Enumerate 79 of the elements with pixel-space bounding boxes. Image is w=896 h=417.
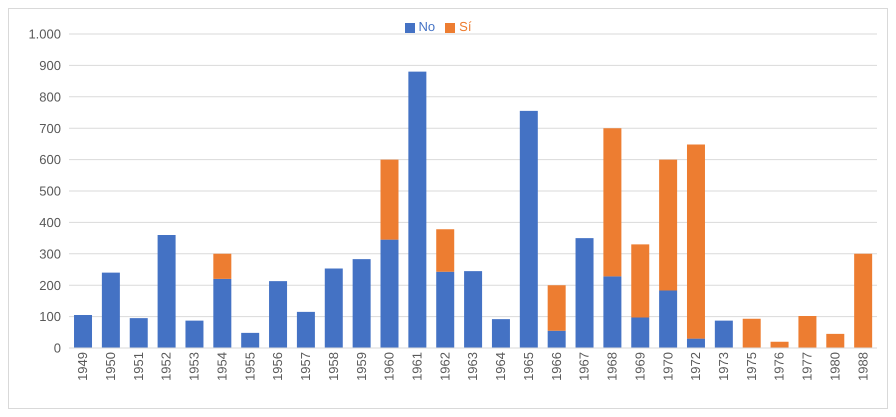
bar — [798, 316, 816, 348]
y-tick-label: 100 — [39, 309, 61, 324]
bar — [436, 272, 454, 348]
x-tick-label: 1953 — [186, 352, 202, 381]
x-tick-label: 1958 — [326, 352, 341, 381]
x-tick-label: 1976 — [772, 352, 787, 381]
bar — [352, 259, 371, 348]
bar — [826, 334, 844, 348]
bar — [603, 276, 622, 348]
bar — [603, 128, 622, 276]
x-tick-label: 1966 — [548, 352, 564, 381]
bar — [576, 238, 594, 348]
x-tick-label: 1952 — [158, 352, 174, 381]
bar — [631, 244, 650, 318]
x-tick-label: 1957 — [298, 352, 314, 381]
x-tick-label: 1972 — [688, 352, 704, 381]
x-tick-label: 1964 — [493, 352, 508, 381]
y-tick-label: 300 — [39, 246, 61, 262]
bar — [158, 234, 176, 348]
x-tick-label: 1962 — [437, 352, 452, 381]
bar — [380, 240, 398, 348]
x-tick-label: 1954 — [214, 352, 230, 381]
x-tick-label: 1956 — [270, 352, 286, 381]
bar — [714, 320, 733, 348]
y-tick-label: 1.000 — [28, 26, 61, 42]
y-tick-label: 200 — [39, 278, 61, 293]
bar — [102, 272, 120, 348]
bar — [742, 318, 761, 348]
legend-label: Sí — [459, 19, 472, 34]
x-tick-label: 1975 — [744, 352, 759, 381]
bar — [659, 290, 678, 348]
bar — [213, 278, 232, 348]
bar — [492, 319, 510, 348]
bar — [213, 254, 232, 279]
y-tick-label: 700 — [39, 120, 61, 136]
legend-label: No — [418, 19, 436, 34]
bar — [659, 160, 678, 291]
y-tick-label: 600 — [39, 152, 61, 168]
x-tick-label: 1969 — [632, 352, 648, 381]
x-tick-label: 1961 — [410, 352, 425, 381]
x-tick-label: 1977 — [800, 352, 815, 381]
x-tick-label: 1959 — [354, 352, 369, 381]
bar — [296, 312, 315, 348]
bar — [74, 315, 92, 348]
bar — [548, 330, 566, 348]
y-tick-label: 900 — [39, 58, 61, 74]
x-tick-label: 1968 — [604, 352, 620, 381]
y-tick-label: 500 — [39, 184, 61, 199]
bar — [241, 332, 260, 348]
bar — [686, 144, 705, 339]
y-tick-label: 800 — [39, 89, 61, 104]
bar — [520, 110, 538, 348]
bar — [324, 268, 343, 348]
bar — [548, 285, 566, 331]
bar — [686, 338, 705, 348]
x-tick-label: 1980 — [827, 352, 842, 381]
bar — [436, 229, 454, 272]
x-tick-label: 1950 — [103, 352, 118, 381]
x-tick-label: 1960 — [382, 352, 397, 381]
x-tick-label: 1973 — [716, 352, 731, 381]
bar — [854, 254, 872, 348]
x-tick-label: 1949 — [75, 352, 90, 381]
x-tick-label: 1963 — [465, 352, 480, 381]
bar — [130, 318, 148, 348]
x-tick-label: 1967 — [576, 352, 592, 381]
bar — [408, 72, 426, 348]
bar — [269, 281, 288, 348]
bar — [464, 271, 482, 348]
x-tick-label: 1988 — [855, 352, 870, 381]
bar — [631, 318, 650, 348]
x-tick-label: 1965 — [520, 352, 536, 381]
bar — [770, 342, 789, 348]
x-tick-label: 1951 — [130, 352, 146, 381]
x-tick-label: 1955 — [242, 352, 258, 381]
bar — [185, 320, 204, 348]
y-tick-label: 0 — [54, 340, 61, 356]
y-tick-label: 400 — [39, 215, 61, 230]
bar — [380, 160, 398, 240]
x-tick-label: 1970 — [660, 352, 676, 381]
